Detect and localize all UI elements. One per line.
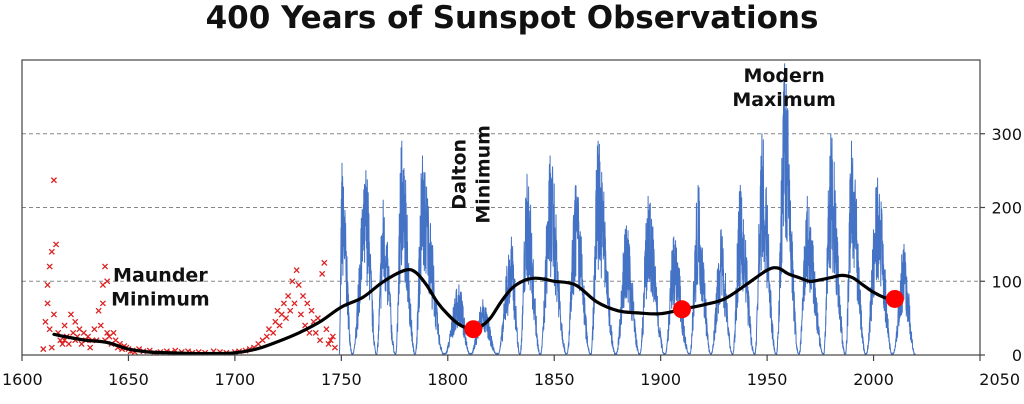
annotation-line: Minimum	[472, 125, 494, 224]
early-observation-point	[44, 281, 51, 288]
early-observation-point	[72, 318, 79, 325]
early-observation-point	[287, 307, 294, 314]
early-observation-point	[50, 311, 57, 318]
early-observation-point	[48, 344, 55, 351]
early-observation-point	[42, 318, 49, 325]
early-observation-point	[270, 329, 277, 336]
early-observation-point	[306, 329, 313, 336]
chart-title: 400 Years of Sunspot Observations	[205, 0, 819, 36]
early-observation-point	[312, 329, 319, 336]
early-observation-point	[280, 300, 287, 307]
early-observation-point	[104, 329, 111, 336]
early-observation-point	[285, 292, 292, 300]
early-observation-point	[297, 311, 304, 318]
y-tick-label-100: 100	[991, 272, 1022, 291]
early-observation-point	[40, 346, 47, 353]
x-tick-label-1750: 1750	[321, 370, 362, 389]
y-tick-label-0: 0	[1012, 346, 1022, 365]
highlight-point-1812	[464, 320, 483, 339]
smoothed-average-series	[52, 266, 897, 356]
early-observation-point	[50, 177, 57, 184]
early-observation-point	[87, 344, 94, 351]
annotation-line: Dalton	[448, 139, 470, 210]
early-observation-point	[48, 248, 55, 255]
early-observation-point	[308, 307, 315, 314]
highlight-point-1910	[672, 300, 691, 319]
y-tick-label-200: 200	[991, 199, 1022, 218]
early-observation-point	[104, 278, 111, 285]
early-observation-point	[327, 337, 334, 344]
early-observation-point	[314, 315, 321, 322]
x-tick-label-1900: 1900	[640, 370, 681, 389]
x-tick-label-1600: 1600	[2, 370, 43, 389]
early-observation-point	[319, 270, 326, 277]
x-tick-label-1700: 1700	[215, 370, 256, 389]
early-observation-point	[293, 267, 300, 274]
x-tick-label-2050: 2050	[979, 370, 1020, 389]
early-observation-point	[44, 300, 51, 307]
x-axis: 1600 1650 1700 1750 1800 1850 1900 1950 2000 2050	[2, 355, 1020, 389]
early-observation-point	[289, 278, 296, 285]
early-observation-point	[295, 281, 302, 288]
highlight-points	[464, 289, 904, 339]
early-observation-point	[46, 263, 53, 270]
early-observation-point	[291, 300, 298, 307]
early-observation-point	[95, 307, 102, 314]
early-observation-point	[323, 326, 330, 333]
annotation-maunder-minimum: Maunder Minimum	[111, 264, 210, 310]
annotation-dalton-minimum: Dalton Minimum	[448, 125, 494, 224]
x-tick-label-2000: 2000	[853, 370, 894, 389]
early-observation-point	[53, 241, 60, 248]
y-axis-right: 0 100 200 300	[980, 125, 1022, 365]
early-observation-point	[316, 337, 324, 344]
annotation-line: Maximum	[732, 89, 836, 111]
x-tick-label-1950: 1950	[747, 370, 788, 389]
smoothed-average-line	[52, 266, 897, 356]
early-observation-point	[299, 292, 307, 300]
early-observation-point	[282, 315, 290, 322]
early-observation-point	[276, 322, 283, 329]
early-observation-point	[329, 333, 336, 340]
early-observation-point	[101, 263, 109, 270]
early-observation-point	[110, 329, 117, 336]
early-observation-point	[59, 340, 66, 347]
early-observation-point	[67, 311, 75, 318]
early-observation-point	[91, 326, 98, 333]
highlight-point-2010	[885, 289, 904, 308]
early-observation-point	[304, 300, 311, 307]
early-observation-point	[331, 344, 339, 351]
annotation-line: Modern	[743, 65, 824, 87]
x-tick-label-1850: 1850	[534, 370, 575, 389]
early-observation-point	[99, 300, 106, 307]
annotation-line: Minimum	[111, 288, 210, 310]
early-observation-point	[61, 322, 68, 329]
annotation-modern-maximum: Modern Maximum	[732, 65, 836, 111]
early-observation-point	[321, 259, 328, 266]
x-tick-label-1650: 1650	[108, 370, 149, 389]
early-observation-point	[325, 340, 332, 347]
early-observation-point	[97, 322, 104, 329]
annotation-line: Maunder	[113, 264, 208, 286]
early-observation-point	[65, 340, 72, 347]
early-observation-point	[263, 333, 270, 340]
y-tick-label-300: 300	[991, 125, 1022, 144]
x-tick-label-1800: 1800	[427, 370, 468, 389]
early-observation-point	[46, 326, 53, 333]
